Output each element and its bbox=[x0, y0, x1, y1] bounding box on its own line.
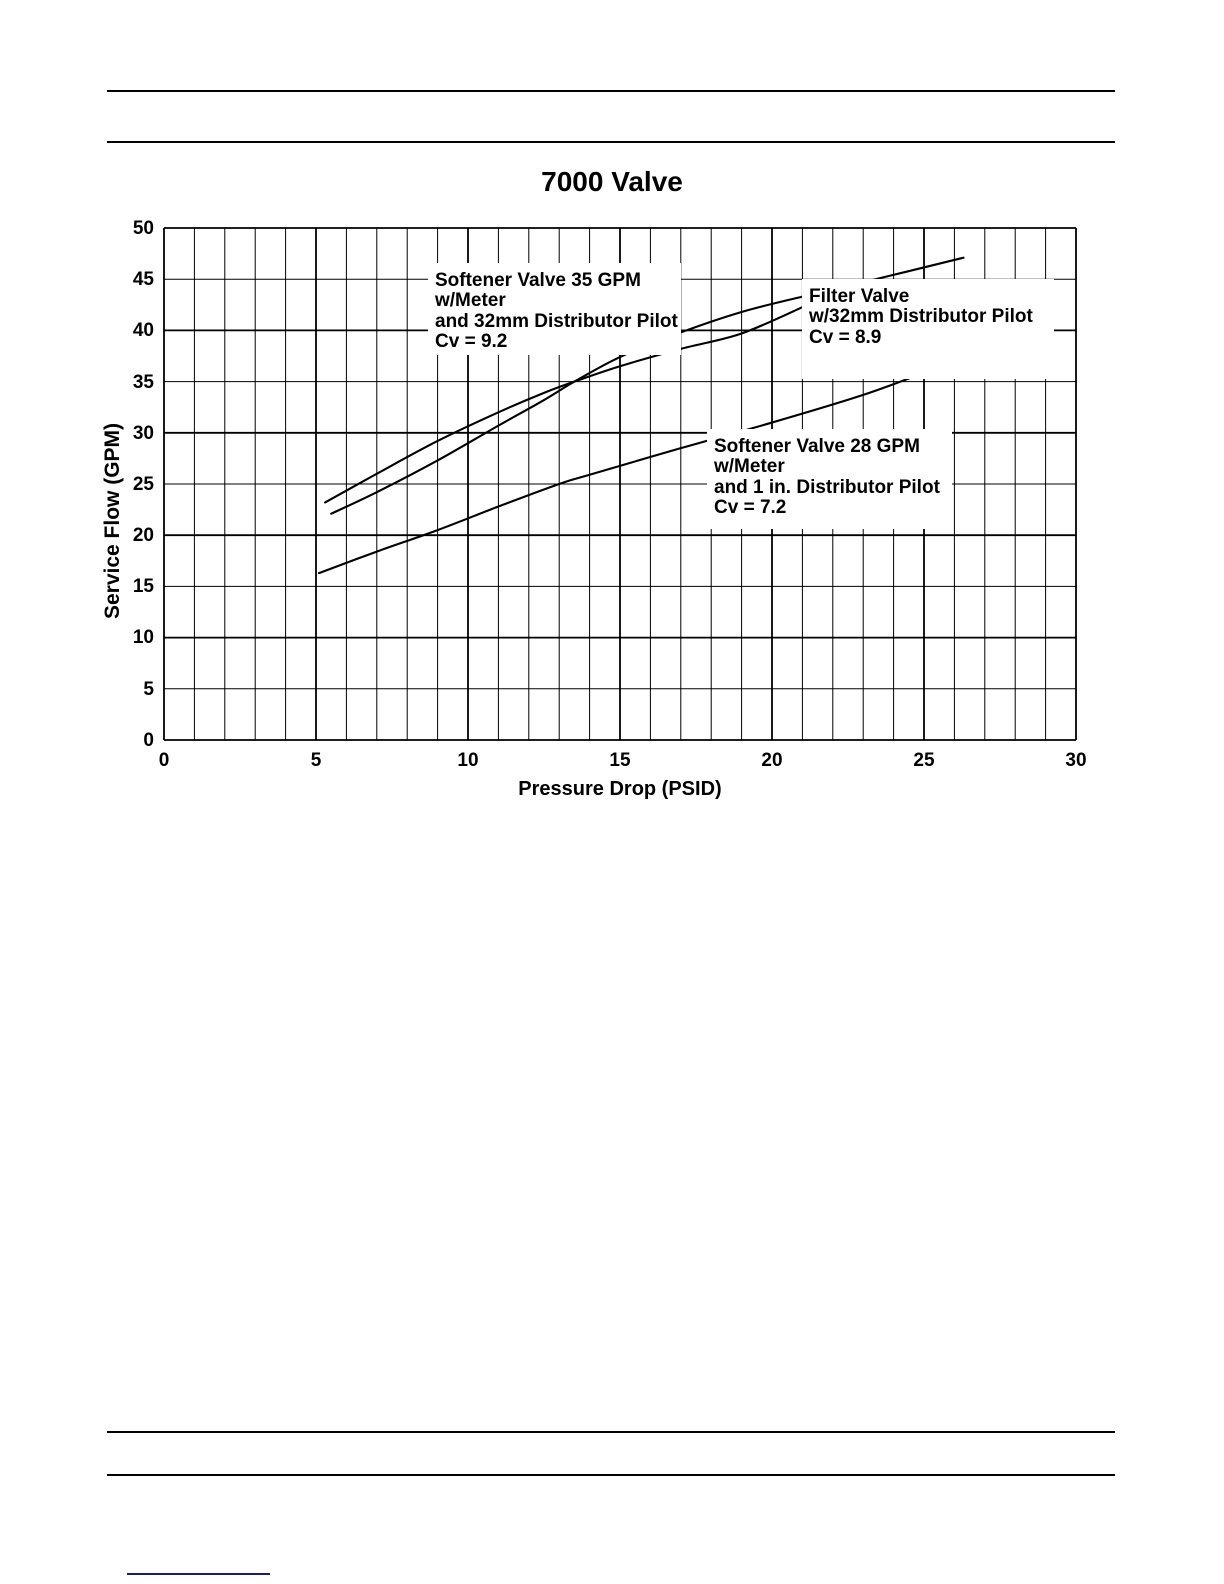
svg-text:Cv = 8.9: Cv = 8.9 bbox=[809, 327, 881, 348]
svg-text:Pressure Drop (PSID): Pressure Drop (PSID) bbox=[518, 778, 721, 800]
svg-text:30: 30 bbox=[1065, 750, 1086, 771]
svg-text:Cv = 7.2: Cv = 7.2 bbox=[714, 497, 786, 518]
svg-text:25: 25 bbox=[913, 750, 935, 771]
svg-text:5: 5 bbox=[143, 679, 154, 700]
svg-text:Softener Valve 28 GPM: Softener Valve 28 GPM bbox=[714, 436, 920, 457]
svg-text:35: 35 bbox=[133, 372, 155, 393]
svg-text:Filter Valve: Filter Valve bbox=[809, 286, 909, 307]
svg-text:40: 40 bbox=[133, 320, 154, 341]
svg-text:Service Flow (GPM): Service Flow (GPM) bbox=[101, 423, 124, 619]
svg-text:0: 0 bbox=[143, 730, 154, 751]
svg-text:15: 15 bbox=[133, 576, 155, 597]
svg-text:25: 25 bbox=[133, 474, 155, 495]
svg-text:and 1 in. Distributor Pilot: and 1 in. Distributor Pilot bbox=[714, 477, 941, 498]
svg-text:15: 15 bbox=[609, 750, 631, 771]
svg-text:Cv = 9.2: Cv = 9.2 bbox=[435, 331, 507, 352]
svg-text:50: 50 bbox=[133, 218, 154, 239]
svg-text:5: 5 bbox=[311, 750, 322, 771]
svg-text:45: 45 bbox=[133, 269, 155, 290]
svg-text:w/Meter: w/Meter bbox=[713, 456, 785, 477]
svg-text:Softener Valve 35 GPM: Softener Valve 35 GPM bbox=[435, 270, 641, 291]
svg-text:30: 30 bbox=[133, 423, 154, 444]
svg-text:20: 20 bbox=[133, 525, 154, 546]
svg-text:0: 0 bbox=[159, 750, 170, 771]
svg-text:w/Meter: w/Meter bbox=[434, 290, 506, 311]
svg-text:20: 20 bbox=[761, 750, 782, 771]
svg-text:and 32mm Distributor Pilot: and 32mm Distributor Pilot bbox=[435, 311, 678, 332]
svg-text:10: 10 bbox=[457, 750, 478, 771]
svg-text:10: 10 bbox=[133, 627, 154, 648]
svg-text:w/32mm Distributor Pilot: w/32mm Distributor Pilot bbox=[808, 306, 1033, 327]
